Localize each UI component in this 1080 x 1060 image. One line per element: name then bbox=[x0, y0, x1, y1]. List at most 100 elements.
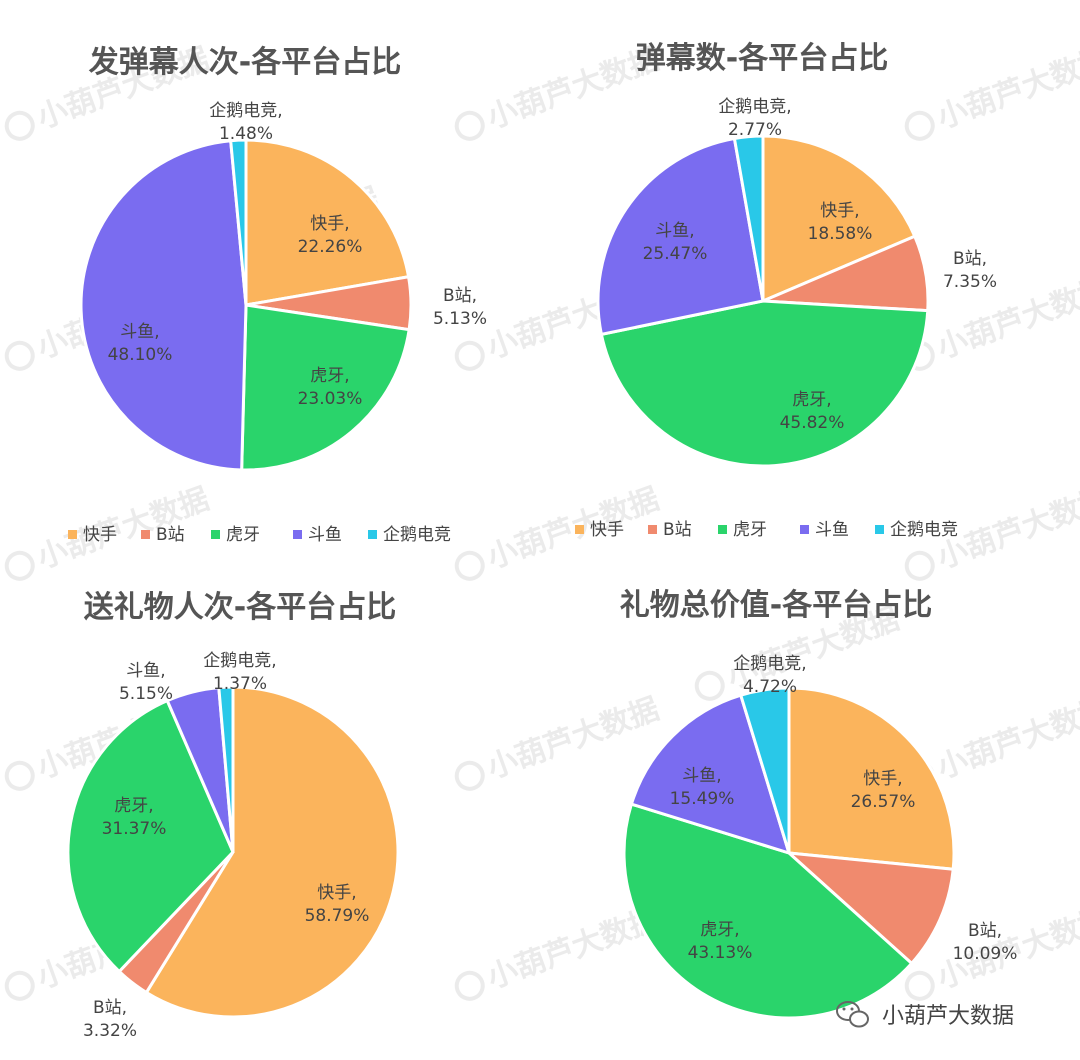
watermark-logo-icon bbox=[904, 550, 935, 581]
watermark-logo-icon bbox=[694, 670, 725, 701]
legend-label: 斗鱼 bbox=[815, 520, 849, 540]
slice-label-value: 25.47% bbox=[643, 244, 708, 264]
chart-title: 弹幕数-各平台占比 bbox=[636, 41, 888, 76]
legend-swatch bbox=[648, 525, 657, 534]
legend-swatch bbox=[68, 530, 77, 539]
watermark-logo-icon bbox=[4, 110, 35, 141]
legend-label: 斗鱼 bbox=[308, 525, 342, 545]
pie-slice-2 bbox=[599, 299, 930, 468]
wechat-signature: 小葫芦大数据 bbox=[836, 1001, 1014, 1029]
watermark-logo-icon bbox=[904, 970, 935, 1001]
slice-label-value: 7.35% bbox=[943, 272, 997, 292]
slice-label-value: 5.15% bbox=[119, 684, 173, 704]
watermark-text: 小葫芦大数据 bbox=[933, 41, 1080, 135]
watermark-logo-icon bbox=[4, 970, 35, 1001]
slice-label-name: 企鹅电竞, bbox=[718, 97, 791, 117]
slice-label-name: 虎牙, bbox=[310, 366, 349, 386]
watermark: 小葫芦大数据 bbox=[454, 41, 664, 141]
pie-slice-3 bbox=[79, 139, 248, 472]
slice-label-value: 48.10% bbox=[108, 345, 173, 365]
slice-label-name: 虎牙, bbox=[114, 796, 153, 816]
slice-label-name: B站, bbox=[968, 921, 1002, 941]
slice-label-value: 23.03% bbox=[298, 389, 363, 409]
pie-slice-0 bbox=[761, 134, 917, 304]
wechat-icon bbox=[836, 1001, 869, 1028]
legend-label: 快手 bbox=[83, 525, 117, 545]
chart-title: 送礼物人次-各平台占比 bbox=[84, 590, 396, 625]
pie-slice-2 bbox=[66, 698, 235, 974]
slice-label-name: 斗鱼, bbox=[120, 322, 159, 342]
slice-label-name: B站, bbox=[93, 998, 127, 1018]
slice-label-name: 斗鱼, bbox=[655, 221, 694, 241]
pie-chart-gift-senders: 快手, 58.79% B站, 3.32% 虎牙, 31.37% 斗鱼, 5.15% 企鹅电竞, 1… bbox=[66, 651, 400, 1041]
legend-swatch bbox=[718, 525, 727, 534]
watermark-text: 小葫芦大数据 bbox=[33, 481, 214, 575]
pie-slice-4 bbox=[229, 138, 248, 306]
slice-label-value: 2.77% bbox=[728, 120, 782, 140]
legend-swatch bbox=[293, 530, 302, 539]
legend: 快手 B站 虎牙 斗鱼 企鹅电竞 bbox=[575, 520, 958, 540]
legend-label: B站 bbox=[663, 520, 692, 540]
slice-label-value: 22.26% bbox=[298, 237, 363, 257]
slice-label-value: 31.37% bbox=[102, 819, 167, 839]
slice-label-name: 企鹅电竞, bbox=[203, 651, 276, 671]
slice-label-value: 1.37% bbox=[213, 674, 267, 694]
legend-label: 企鹅电竞 bbox=[383, 525, 451, 545]
slice-label-name: B站, bbox=[443, 286, 477, 306]
slice-label-name: 虎牙, bbox=[792, 390, 831, 410]
watermark-logo-icon bbox=[904, 110, 935, 141]
slice-label-name: 快手, bbox=[310, 214, 349, 234]
legend-label: 虎牙 bbox=[226, 525, 260, 545]
pie-slice-0 bbox=[787, 686, 956, 871]
watermark-text: 小葫芦大数据 bbox=[483, 691, 664, 785]
pie-chart-danmu-count: 快手, 18.58% B站, 7.35% 虎牙, 45.82% 斗鱼, 25.47% 企鹅电竞,… bbox=[596, 97, 997, 468]
slice-label-name: 企鹅电竞, bbox=[733, 654, 806, 674]
legend-label: 快手 bbox=[590, 520, 624, 540]
watermark-text: 小葫芦大数据 bbox=[933, 691, 1080, 785]
legend-swatch bbox=[875, 525, 884, 534]
watermark-logo-icon bbox=[454, 550, 485, 581]
legend-label: 虎牙 bbox=[733, 520, 767, 540]
watermark-logo-icon bbox=[454, 760, 485, 791]
legend-swatch bbox=[575, 525, 584, 534]
watermark-logo-icon bbox=[4, 760, 35, 791]
slice-label-value: 43.13% bbox=[688, 943, 753, 963]
pie-slice-3 bbox=[596, 136, 765, 337]
watermark-logo-icon bbox=[454, 340, 485, 371]
watermark-logo-icon bbox=[454, 110, 485, 141]
pie-slice-0 bbox=[244, 138, 411, 307]
legend-label: 企鹅电竞 bbox=[890, 520, 958, 540]
slice-label-value: 5.13% bbox=[433, 309, 487, 329]
pie-chart-danmu-senders: 快手, 22.26% B站, 5.13% 虎牙, 23.03% 斗鱼, 48.10% 企鹅电竞,… bbox=[79, 101, 487, 472]
slice-label-name: 虎牙, bbox=[700, 920, 739, 940]
pie-slice-0 bbox=[144, 685, 400, 1019]
pie-slice-2 bbox=[240, 303, 411, 472]
watermark-logo-icon bbox=[454, 970, 485, 1001]
watermark: 小葫芦大数据 bbox=[454, 691, 664, 791]
legend-swatch bbox=[141, 530, 150, 539]
pie-slice-4 bbox=[217, 685, 235, 853]
pie-slice-4 bbox=[738, 686, 791, 854]
watermark-logo-icon bbox=[4, 550, 35, 581]
slice-label-name: 快手, bbox=[317, 883, 356, 903]
pie-slice-2 bbox=[622, 802, 914, 1020]
slice-label-value: 15.49% bbox=[670, 789, 735, 809]
watermark-logo-icon bbox=[4, 340, 35, 371]
legend-swatch bbox=[211, 530, 220, 539]
slice-label-value: 10.09% bbox=[953, 944, 1018, 964]
pie-slice-3 bbox=[629, 693, 792, 856]
slice-label-value: 18.58% bbox=[808, 224, 873, 244]
chart-title: 发弹幕人次-各平台占比 bbox=[88, 45, 401, 80]
pie-slice-4 bbox=[732, 134, 765, 302]
legend: 快手 B站 虎牙 斗鱼 企鹅电竞 bbox=[68, 525, 451, 545]
chart-title: 礼物总价值-各平台占比 bbox=[620, 588, 932, 623]
slice-label-name: B站, bbox=[953, 249, 987, 269]
slice-label-value: 3.32% bbox=[83, 1021, 137, 1041]
legend-swatch bbox=[368, 530, 377, 539]
legend-label: B站 bbox=[156, 525, 185, 545]
slice-label-value: 4.72% bbox=[743, 677, 797, 697]
watermark: 小葫芦大数据 bbox=[904, 41, 1080, 141]
slice-label-name: 企鹅电竞, bbox=[209, 101, 282, 121]
slice-label-value: 1.48% bbox=[219, 124, 273, 144]
